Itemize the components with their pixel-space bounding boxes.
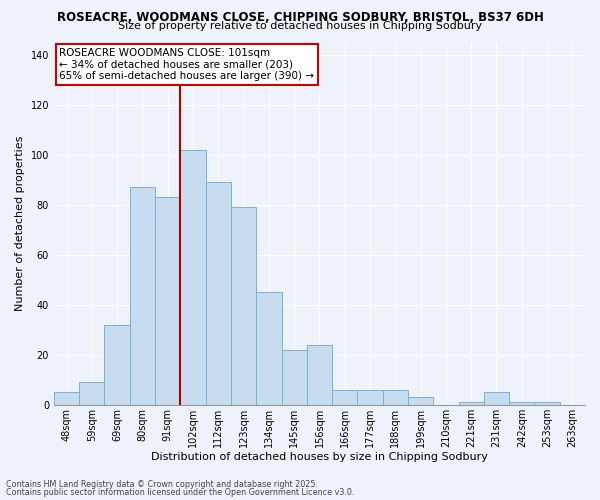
Bar (54, 392, 79, 405)
Bar (458, 402, 484, 405)
Y-axis label: Number of detached properties: Number of detached properties (15, 136, 25, 312)
X-axis label: Distribution of detached houses by size in Chipping Sodbury: Distribution of detached houses by size … (151, 452, 488, 462)
Bar (383, 390, 408, 405)
Bar (358, 390, 383, 405)
Bar (155, 198, 181, 405)
Bar (281, 350, 307, 405)
Text: ROSEACRE, WOODMANS CLOSE, CHIPPING SODBURY, BRISTOL, BS37 6DH: ROSEACRE, WOODMANS CLOSE, CHIPPING SODBU… (56, 11, 544, 24)
Text: Contains HM Land Registry data © Crown copyright and database right 2025.: Contains HM Land Registry data © Crown c… (6, 480, 318, 489)
Bar (79, 382, 104, 405)
Bar (104, 325, 130, 405)
Text: Contains public sector information licensed under the Open Government Licence v3: Contains public sector information licen… (6, 488, 355, 497)
Bar (307, 345, 332, 405)
Text: ROSEACRE WOODMANS CLOSE: 101sqm
← 34% of detached houses are smaller (203)
65% o: ROSEACRE WOODMANS CLOSE: 101sqm ← 34% of… (59, 48, 314, 81)
Bar (484, 392, 509, 405)
Bar (231, 208, 256, 405)
Bar (509, 402, 535, 405)
Bar (535, 402, 560, 405)
Bar (130, 188, 155, 405)
Bar (206, 182, 231, 405)
Bar (181, 150, 206, 405)
Bar (408, 398, 433, 405)
Text: Size of property relative to detached houses in Chipping Sodbury: Size of property relative to detached ho… (118, 21, 482, 31)
Bar (332, 390, 358, 405)
Bar (256, 292, 281, 405)
